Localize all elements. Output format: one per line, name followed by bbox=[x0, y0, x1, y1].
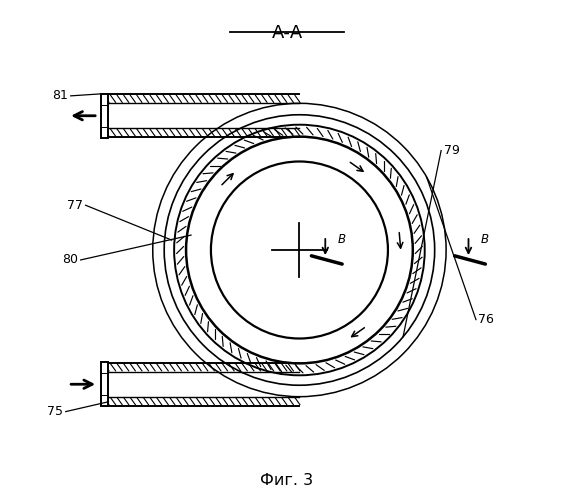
Text: 75: 75 bbox=[47, 405, 63, 418]
Text: 81: 81 bbox=[52, 90, 68, 102]
Text: В: В bbox=[481, 232, 489, 245]
Bar bbox=[100, 94, 108, 138]
Text: 76: 76 bbox=[479, 313, 494, 326]
Text: Фиг. 3: Фиг. 3 bbox=[261, 472, 313, 488]
Text: 80: 80 bbox=[62, 254, 78, 266]
Bar bbox=[100, 362, 108, 406]
Text: 77: 77 bbox=[67, 198, 83, 212]
Text: В: В bbox=[338, 232, 346, 245]
Text: 79: 79 bbox=[444, 144, 460, 157]
Text: А-А: А-А bbox=[272, 24, 302, 42]
